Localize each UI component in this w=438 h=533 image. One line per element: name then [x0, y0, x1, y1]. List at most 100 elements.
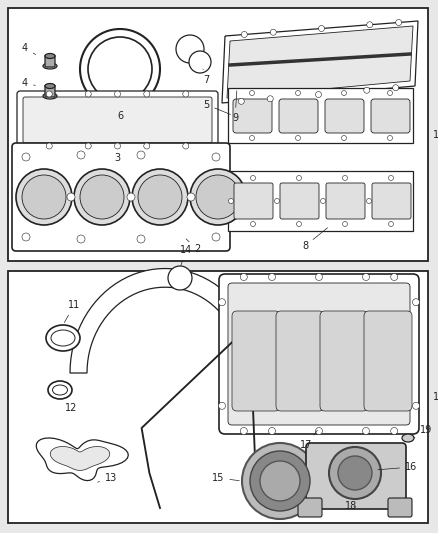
- FancyBboxPatch shape: [364, 311, 412, 411]
- FancyBboxPatch shape: [233, 99, 272, 133]
- Circle shape: [229, 198, 233, 204]
- Text: 12: 12: [60, 399, 78, 413]
- Circle shape: [190, 169, 246, 225]
- Circle shape: [315, 273, 322, 280]
- Bar: [8, 8, 428, 261]
- Circle shape: [168, 266, 192, 290]
- Circle shape: [114, 143, 120, 149]
- Circle shape: [396, 20, 402, 26]
- Circle shape: [367, 198, 371, 204]
- Text: 8: 8: [302, 228, 328, 251]
- Circle shape: [137, 235, 145, 243]
- Circle shape: [318, 26, 325, 31]
- Text: 15: 15: [212, 473, 239, 483]
- Circle shape: [240, 273, 247, 280]
- Circle shape: [260, 461, 300, 501]
- Text: 13: 13: [98, 473, 117, 483]
- Circle shape: [250, 91, 254, 95]
- FancyBboxPatch shape: [23, 97, 212, 143]
- Circle shape: [77, 151, 85, 159]
- Circle shape: [138, 175, 182, 219]
- Text: 2: 2: [186, 239, 200, 254]
- Circle shape: [342, 91, 346, 95]
- Bar: [8, 271, 428, 523]
- Circle shape: [393, 85, 399, 91]
- FancyBboxPatch shape: [228, 88, 413, 143]
- FancyBboxPatch shape: [279, 99, 318, 133]
- Circle shape: [189, 51, 211, 73]
- FancyBboxPatch shape: [325, 99, 364, 133]
- Circle shape: [241, 31, 247, 37]
- Circle shape: [243, 328, 263, 348]
- FancyBboxPatch shape: [232, 311, 280, 411]
- Text: 11: 11: [64, 300, 80, 322]
- Circle shape: [80, 29, 160, 109]
- PathPatch shape: [222, 21, 418, 103]
- Circle shape: [388, 91, 392, 95]
- Circle shape: [127, 193, 135, 201]
- Circle shape: [144, 91, 150, 97]
- Text: 17: 17: [300, 430, 318, 450]
- FancyBboxPatch shape: [219, 274, 419, 434]
- Polygon shape: [70, 269, 250, 373]
- Text: 3: 3: [114, 153, 120, 163]
- Circle shape: [212, 153, 220, 161]
- FancyBboxPatch shape: [326, 183, 365, 219]
- Text: 18: 18: [345, 501, 357, 511]
- Circle shape: [16, 169, 72, 225]
- Ellipse shape: [53, 385, 67, 395]
- Circle shape: [219, 402, 226, 409]
- Text: 6: 6: [117, 111, 123, 121]
- Circle shape: [22, 233, 30, 241]
- Circle shape: [212, 233, 220, 241]
- Text: 4: 4: [22, 78, 35, 88]
- Ellipse shape: [45, 53, 55, 59]
- Text: 16: 16: [378, 462, 417, 472]
- Circle shape: [329, 447, 381, 499]
- Circle shape: [343, 175, 347, 181]
- Circle shape: [413, 298, 420, 306]
- Circle shape: [114, 91, 120, 97]
- Circle shape: [242, 443, 318, 519]
- Circle shape: [137, 151, 145, 159]
- Circle shape: [85, 143, 91, 149]
- Text: 9: 9: [232, 91, 238, 123]
- FancyBboxPatch shape: [298, 498, 322, 517]
- Circle shape: [80, 175, 124, 219]
- Text: 1: 1: [433, 130, 438, 140]
- FancyBboxPatch shape: [228, 283, 410, 425]
- FancyBboxPatch shape: [12, 143, 230, 251]
- Ellipse shape: [402, 434, 414, 442]
- Circle shape: [250, 451, 310, 511]
- Circle shape: [144, 143, 150, 149]
- Circle shape: [238, 98, 244, 104]
- Circle shape: [413, 402, 420, 409]
- Circle shape: [367, 22, 373, 28]
- Circle shape: [321, 198, 325, 204]
- FancyBboxPatch shape: [320, 311, 368, 411]
- Circle shape: [388, 135, 392, 141]
- Circle shape: [219, 298, 226, 306]
- Circle shape: [22, 153, 30, 161]
- Circle shape: [391, 427, 398, 434]
- Circle shape: [251, 175, 255, 181]
- FancyBboxPatch shape: [17, 91, 218, 149]
- FancyBboxPatch shape: [45, 55, 55, 67]
- Circle shape: [176, 35, 204, 63]
- Circle shape: [363, 427, 370, 434]
- Circle shape: [297, 175, 301, 181]
- Circle shape: [187, 193, 195, 201]
- PathPatch shape: [227, 26, 413, 98]
- Circle shape: [315, 92, 321, 98]
- Circle shape: [88, 37, 152, 101]
- Text: 7: 7: [203, 69, 209, 85]
- Circle shape: [46, 91, 52, 97]
- Circle shape: [389, 175, 393, 181]
- FancyBboxPatch shape: [372, 183, 411, 219]
- Circle shape: [22, 175, 66, 219]
- Circle shape: [267, 96, 273, 102]
- Text: 10: 10: [433, 392, 438, 402]
- Ellipse shape: [45, 84, 55, 88]
- Circle shape: [183, 91, 189, 97]
- Ellipse shape: [43, 93, 57, 99]
